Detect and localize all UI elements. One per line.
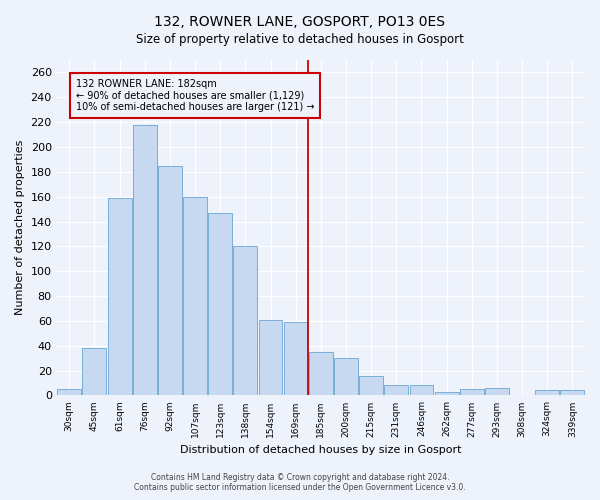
- Bar: [359, 376, 383, 396]
- Bar: [183, 196, 207, 396]
- Bar: [535, 390, 559, 396]
- Bar: [133, 124, 157, 396]
- Bar: [460, 389, 484, 396]
- Text: Size of property relative to detached houses in Gosport: Size of property relative to detached ho…: [136, 32, 464, 46]
- Bar: [158, 166, 182, 396]
- Bar: [309, 352, 333, 396]
- Bar: [434, 392, 458, 396]
- Bar: [284, 322, 308, 396]
- Text: 132, ROWNER LANE, GOSPORT, PO13 0ES: 132, ROWNER LANE, GOSPORT, PO13 0ES: [155, 15, 445, 29]
- Text: 132 ROWNER LANE: 182sqm
← 90% of detached houses are smaller (1,129)
10% of semi: 132 ROWNER LANE: 182sqm ← 90% of detache…: [76, 78, 314, 112]
- Bar: [560, 390, 584, 396]
- Bar: [410, 386, 433, 396]
- Bar: [385, 386, 408, 396]
- Text: Contains HM Land Registry data © Crown copyright and database right 2024.
Contai: Contains HM Land Registry data © Crown c…: [134, 473, 466, 492]
- X-axis label: Distribution of detached houses by size in Gosport: Distribution of detached houses by size …: [180, 445, 461, 455]
- Bar: [259, 320, 283, 396]
- Bar: [485, 388, 509, 396]
- Bar: [334, 358, 358, 396]
- Bar: [233, 246, 257, 396]
- Bar: [107, 198, 131, 396]
- Bar: [57, 389, 81, 396]
- Bar: [208, 213, 232, 396]
- Y-axis label: Number of detached properties: Number of detached properties: [15, 140, 25, 316]
- Bar: [82, 348, 106, 396]
